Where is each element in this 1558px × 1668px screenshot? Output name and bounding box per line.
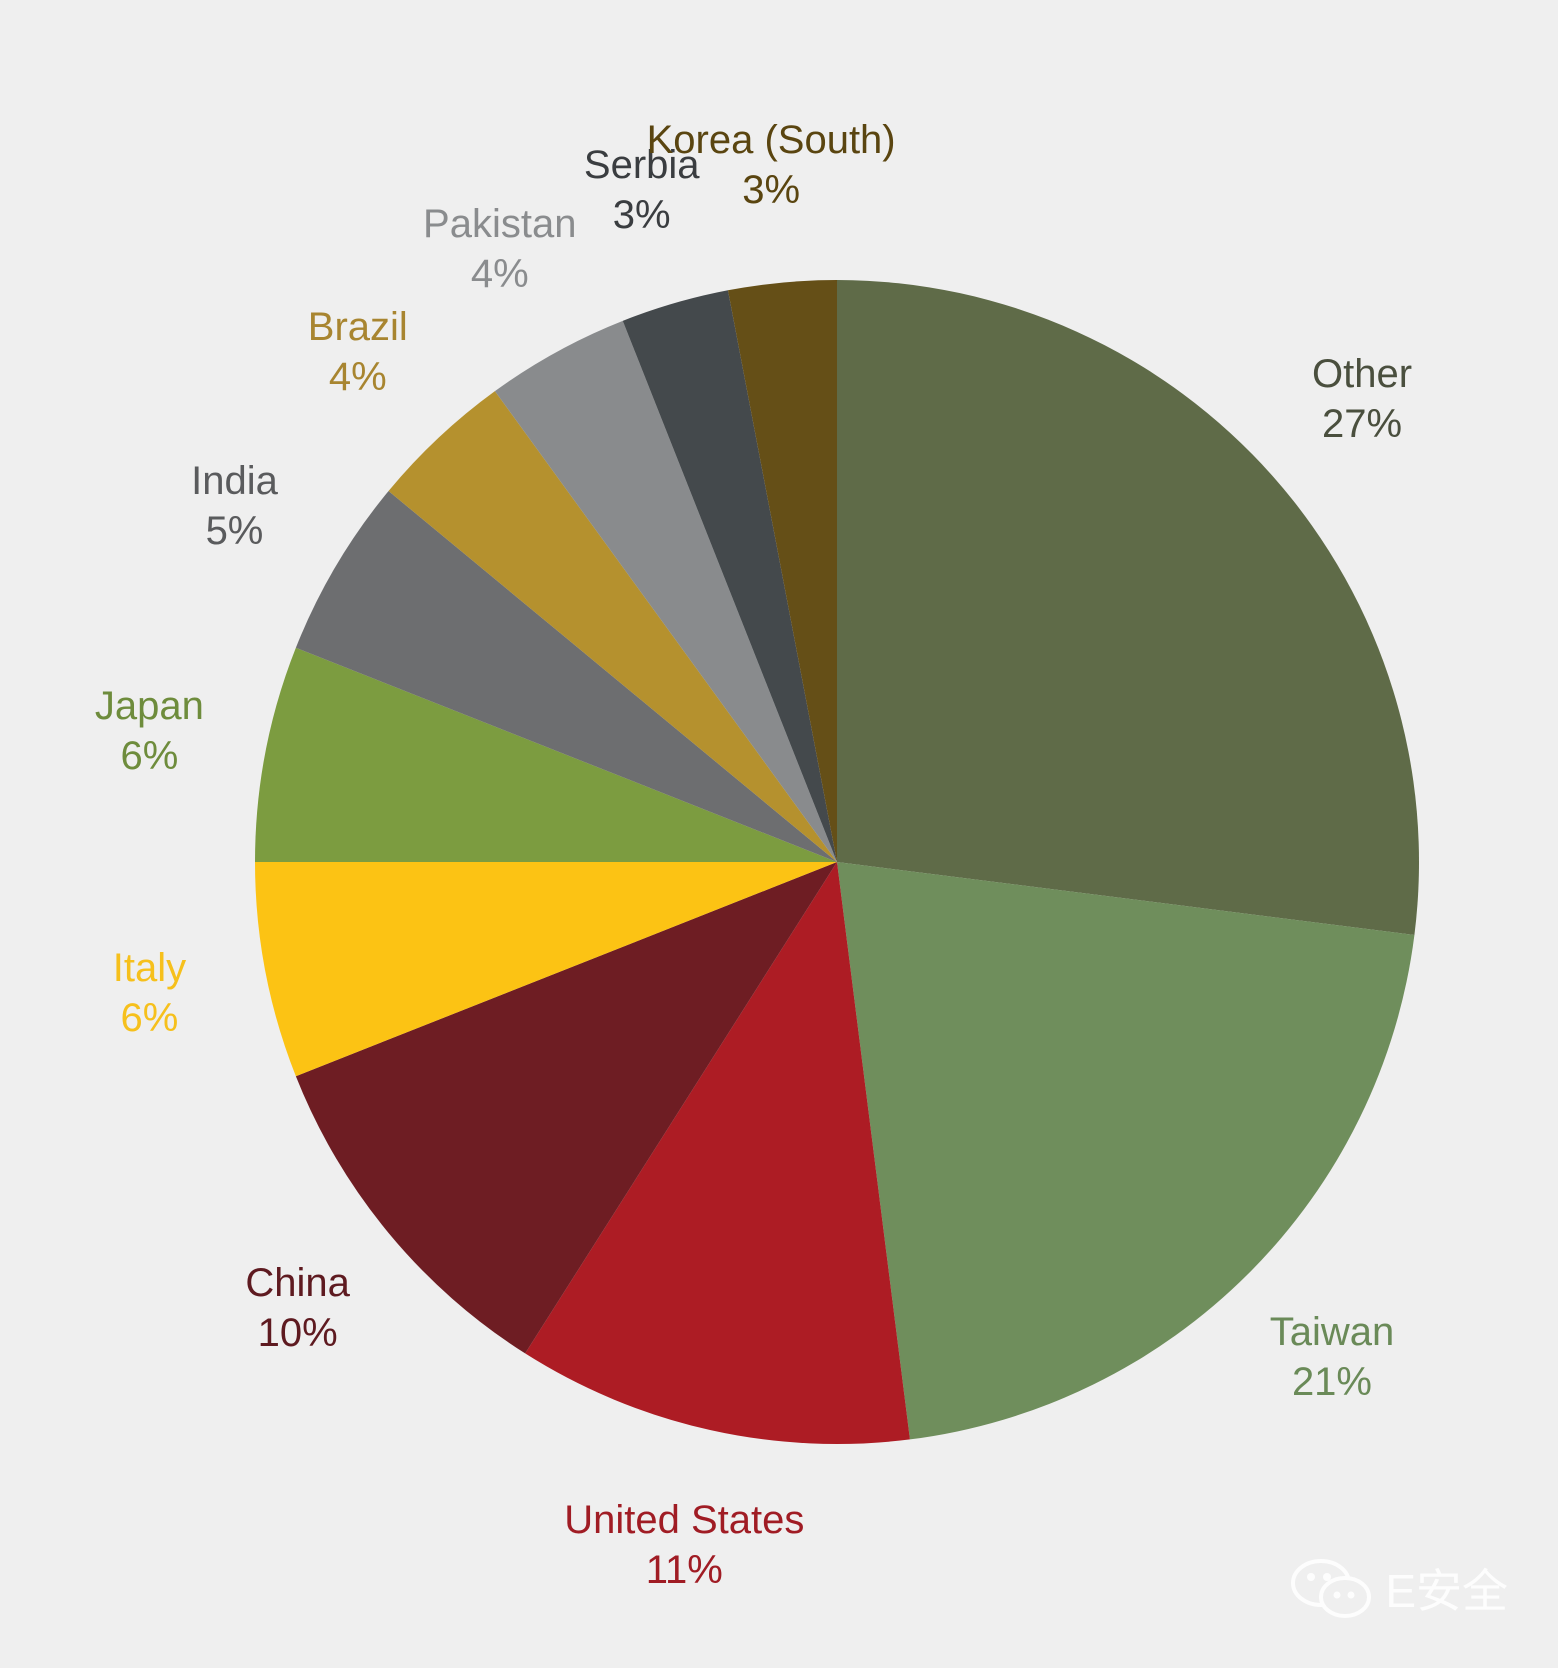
slice-label: Pakistan 4%: [330, 199, 670, 299]
slice-label: Brazil 4%: [188, 302, 528, 402]
slice-label-name: Japan: [94, 683, 204, 728]
slice-label-percent: 21%: [1291, 1359, 1372, 1404]
slice-label-percent: 11%: [645, 1548, 723, 1593]
slice-label-name: China: [245, 1261, 350, 1306]
slice-label-name: Serbia: [583, 142, 700, 187]
slice-label-percent: 10%: [257, 1311, 338, 1356]
slice-label-percent: 5%: [205, 508, 264, 553]
pie-slice-japan: [255, 647, 837, 862]
watermark: E安全: [1287, 1553, 1508, 1623]
wechat-icon: [1291, 1559, 1372, 1618]
slice-label: Other 27%: [1192, 349, 1532, 449]
slice-label-percent: 27%: [1322, 402, 1403, 447]
slice-label: Japan 6%: [0, 681, 319, 781]
slice-label-name: Korea (South): [646, 118, 896, 163]
pie-slice-brazil: [388, 391, 837, 862]
slice-label-name: Other: [1312, 352, 1413, 397]
pie-slice-pakistan: [494, 320, 837, 862]
pie-slice-korea-south: [727, 280, 837, 862]
pie-slice-india: [295, 491, 837, 862]
pie-slice-italy: [255, 862, 837, 1077]
slice-label: India 5%: [64, 456, 404, 556]
pie-slice-other: [837, 280, 1420, 935]
pie-slice-taiwan: [837, 862, 1415, 1440]
slice-label: Taiwan 21%: [1162, 1307, 1502, 1407]
slice-label-name: Pakistan: [423, 201, 577, 246]
pie-slice-united-states: [525, 862, 910, 1444]
slice-label-name: India: [191, 458, 278, 503]
pie-slice-china: [295, 862, 837, 1354]
slice-label: Serbia 3%: [472, 140, 812, 240]
slice-label: China 10%: [128, 1258, 468, 1358]
slice-label-name: Brazil: [307, 304, 408, 349]
slice-label-percent: 4%: [328, 354, 387, 399]
slice-label-percent: 6%: [120, 996, 179, 1041]
slice-label-percent: 4%: [470, 251, 529, 296]
slice-label: Italy 6%: [0, 943, 319, 1043]
slice-label-percent: 6%: [120, 733, 179, 778]
slice-label-name: Taiwan: [1269, 1309, 1395, 1354]
slice-label-percent: 3%: [742, 168, 801, 213]
slice-label: United States 11%: [514, 1495, 854, 1595]
slice-label-percent: 3%: [612, 192, 671, 237]
pie-slice-serbia: [622, 290, 837, 862]
slice-label: Korea (South) 3%: [601, 115, 941, 215]
slice-label-name: Italy: [112, 946, 187, 991]
slice-label-name: United States: [564, 1498, 805, 1543]
watermark-text: E安全: [1385, 1565, 1508, 1617]
